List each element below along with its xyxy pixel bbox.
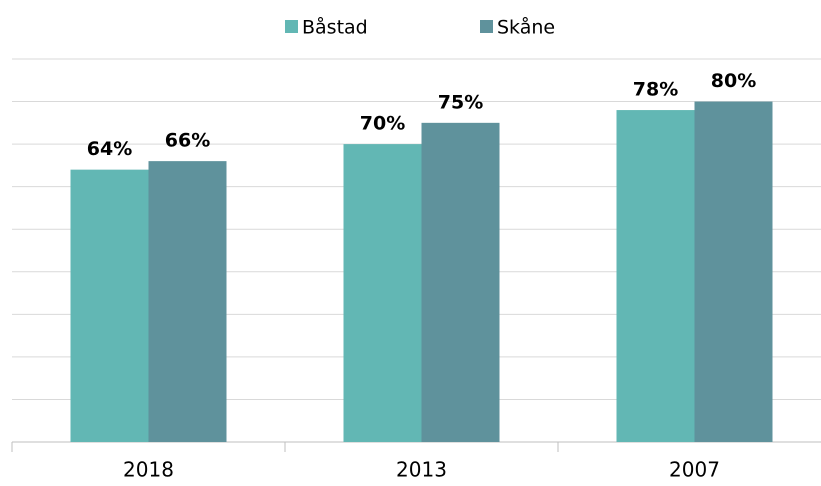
- bar: [343, 144, 422, 442]
- legend-swatch: [285, 20, 298, 33]
- data-label: 80%: [711, 70, 756, 92]
- legend-label: Båstad: [302, 16, 368, 39]
- x-tick-label: 2013: [396, 458, 447, 482]
- bar: [148, 161, 227, 442]
- data-label: 64%: [87, 138, 132, 160]
- legend-swatch: [480, 20, 493, 33]
- data-label: 78%: [633, 79, 678, 101]
- data-label: 70%: [360, 113, 405, 135]
- bar: [421, 122, 500, 442]
- legend-label: Skåne: [497, 16, 555, 39]
- x-tick-label: 2018: [123, 458, 174, 482]
- bar: [694, 101, 773, 443]
- bar: [616, 110, 695, 443]
- data-label: 75%: [438, 91, 483, 113]
- data-label: 66%: [165, 130, 210, 152]
- bar: [70, 169, 149, 442]
- x-tick-label: 2007: [669, 458, 720, 482]
